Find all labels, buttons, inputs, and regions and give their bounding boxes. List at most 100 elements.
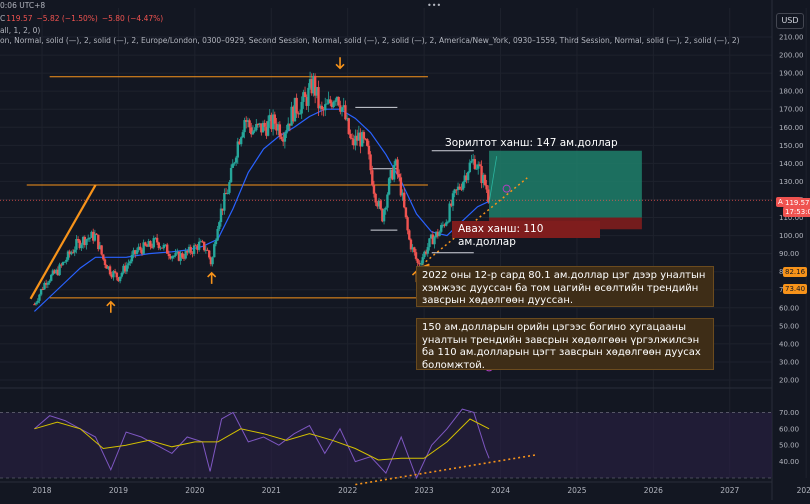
- candle-body: [463, 175, 466, 183]
- candle-body: [366, 139, 369, 146]
- candle-body: [164, 244, 167, 246]
- candle-body: [46, 282, 50, 285]
- candle-body: [117, 277, 120, 282]
- candle-body: [337, 96, 340, 106]
- candle-body: [93, 233, 97, 241]
- candle-body: [320, 105, 324, 110]
- candle-body: [181, 253, 184, 258]
- price-tick-label: 160.00: [779, 124, 804, 132]
- entry-price-label[interactable]: Авах ханш: 110 ам.доллар: [452, 221, 600, 248]
- candle-body: [403, 192, 406, 208]
- candle-body: [63, 261, 66, 263]
- candle-body: [127, 263, 130, 266]
- candle-body: [283, 133, 287, 142]
- candle-body: [322, 109, 325, 111]
- candle-body: [401, 192, 404, 196]
- target-price-label[interactable]: Зорилтот ханш: 147 ам.доллар: [445, 137, 618, 149]
- candle-body: [334, 100, 337, 102]
- indicator-line-1[interactable]: all, 1, 2, 0): [0, 26, 41, 35]
- candle-body: [174, 252, 177, 256]
- candle-body: [191, 252, 194, 254]
- candle-body: [414, 252, 418, 259]
- candle-body: [372, 185, 376, 194]
- candle-body: [487, 189, 490, 202]
- candle-body: [409, 239, 413, 250]
- currency-selector[interactable]: USD: [776, 13, 804, 29]
- candle-body: [416, 258, 419, 263]
- candle-body: [295, 97, 298, 114]
- price-change: −5.82 (−1.50%): [36, 14, 98, 23]
- candle-body: [280, 136, 283, 140]
- candle-body: [255, 123, 258, 131]
- time-tick-label: 2028: [797, 486, 810, 495]
- candle-body: [329, 99, 332, 104]
- candle-body: [179, 253, 182, 261]
- candle-body: [357, 132, 361, 141]
- candle-body: [387, 178, 391, 195]
- candle-body: [39, 289, 43, 295]
- candle-body: [441, 224, 445, 226]
- candle-body: [176, 251, 179, 253]
- candle-body: [376, 202, 379, 207]
- price-tick-label: 40.00: [779, 340, 799, 348]
- rsi-tick-label: 70.00: [779, 409, 799, 417]
- rsi-trend-line[interactable]: [355, 454, 536, 486]
- candle-body: [312, 75, 315, 94]
- candle-body: [229, 167, 233, 183]
- candle-body: [58, 264, 61, 276]
- candle-body: [43, 282, 46, 290]
- candle-body: [394, 159, 398, 166]
- rsi-tick-label: 40.00: [779, 458, 799, 466]
- candle-body: [466, 172, 470, 181]
- candle-body: [184, 250, 187, 259]
- candle-body: [362, 132, 366, 139]
- candle-body: [251, 131, 255, 135]
- candle-body: [349, 133, 352, 139]
- price-tick-label: 180.00: [779, 88, 804, 96]
- candle-body: [421, 257, 424, 264]
- candle-body: [273, 114, 276, 124]
- candle-body: [231, 163, 234, 168]
- candle-body: [411, 247, 414, 250]
- rsi-band: [0, 412, 772, 478]
- annotation-note-2[interactable]: 150 ам.долларын орийн цэгээс богино хуга…: [416, 318, 714, 371]
- candle-body: [92, 231, 95, 241]
- header-time: 0:06 UTC+8: [0, 1, 49, 10]
- candle-body: [206, 249, 209, 251]
- candle-body: [125, 265, 129, 272]
- candle-body: [330, 103, 334, 108]
- candle-body: [288, 123, 292, 126]
- candle-body: [65, 259, 68, 262]
- trend-line[interactable]: [29, 184, 97, 300]
- candle-body: [460, 188, 463, 190]
- target-zone[interactable]: [489, 150, 642, 218]
- candle-body: [285, 130, 288, 134]
- candle-body: [397, 174, 401, 178]
- candle-body: [142, 242, 145, 254]
- candle-body: [246, 120, 250, 122]
- candle-body: [298, 113, 302, 115]
- candle-body: [38, 294, 41, 301]
- price-tick-label: 190.00: [779, 70, 804, 78]
- countdown-tag: 17:53:01: [783, 207, 810, 217]
- candle-body: [408, 230, 411, 240]
- candle-body: [182, 257, 186, 259]
- level-tag-a: 82.16: [783, 267, 808, 277]
- price-tick-label: 210.00: [779, 34, 804, 42]
- candle-body: [144, 242, 147, 246]
- candle-body: [361, 132, 364, 147]
- annotation-note-1[interactable]: 2022 оны 12-р сард 80.1 ам.доллар цэг дэ…: [416, 266, 714, 307]
- indicator-line-2[interactable]: on, Normal, solid (—), 2, solid (—), 2, …: [0, 36, 740, 45]
- candle-body: [102, 254, 105, 260]
- candle-body: [477, 164, 480, 169]
- candle-body: [473, 159, 477, 169]
- candle-body: [260, 123, 263, 133]
- menu-dots-icon[interactable]: •••: [427, 1, 442, 10]
- candle-body: [424, 251, 428, 254]
- candle-body: [71, 252, 75, 254]
- candle-body: [234, 157, 238, 163]
- candle-body: [189, 246, 192, 253]
- candle-body: [123, 265, 127, 272]
